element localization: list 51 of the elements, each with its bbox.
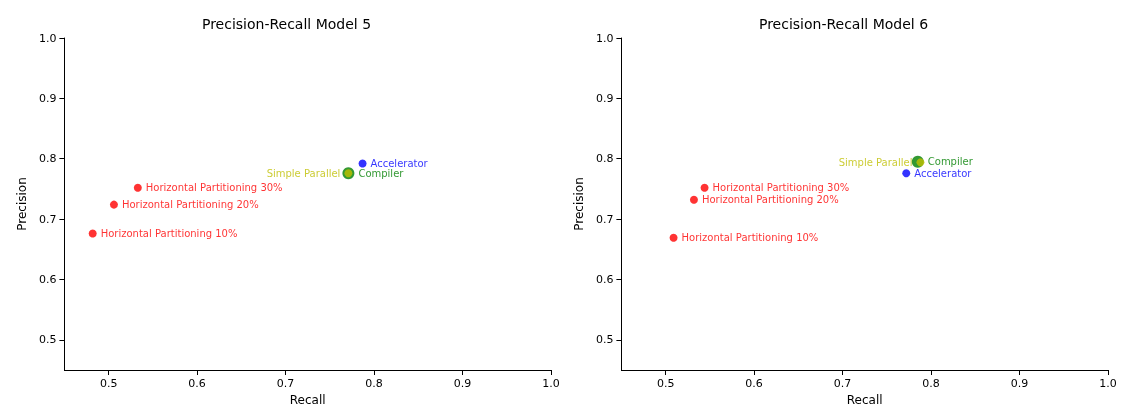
y-axis-title: Precision (15, 177, 29, 231)
x-axis-title: Recall (289, 393, 326, 407)
x-tick-label: 0.8 (365, 377, 383, 390)
point (133, 183, 142, 192)
chart-title: Precision-Recall Model 6 (758, 16, 929, 32)
y-tick-label: 0.8 (38, 152, 57, 166)
x-tick-label: 0.6 (745, 377, 763, 390)
y-tick-label: 0.6 (38, 272, 57, 286)
point (109, 200, 118, 209)
series-label: Compiler (927, 156, 974, 168)
x-tick-label: 0.9 (453, 377, 472, 390)
point (88, 229, 97, 238)
y-tick-label: 0.5 (595, 333, 614, 347)
y-axis-title: Precision (572, 177, 586, 231)
x-tick-label: 0.7 (276, 377, 295, 390)
y-tick-label: 1.0 (595, 31, 614, 45)
y-tick-label: 0.6 (595, 272, 614, 286)
y-tick-label: 0.7 (595, 212, 614, 226)
series-label: Compiler (358, 167, 405, 179)
x-tick-label: 0.5 (656, 377, 675, 390)
x-tick-label: 1.0 (1099, 377, 1117, 390)
y-tick-label: 0.9 (38, 91, 57, 105)
series-label: Horizontal Partitioning 20% (121, 199, 259, 211)
y-tick-label: 0.5 (38, 333, 57, 347)
x-axis-title: Recall (846, 393, 883, 407)
point (902, 169, 911, 178)
point (916, 158, 925, 167)
series-label: Accelerator (914, 167, 973, 179)
series-label: Simple Parallel (266, 167, 341, 179)
x-tick-label: 1.0 (542, 377, 560, 390)
x-tick-label: 0.7 (833, 377, 852, 390)
series-label: Horizontal Partitioning 20% (701, 194, 839, 206)
x-tick-label: 0.8 (922, 377, 940, 390)
y-tick-label: 0.8 (595, 152, 614, 166)
x-tick-label: 0.5 (99, 377, 118, 390)
series-label: Horizontal Partitioning 10% (681, 232, 819, 244)
series-label: Horizontal Partitioning 10% (100, 228, 238, 240)
series-label: Simple Parallel (838, 156, 913, 168)
series-label: Horizontal Partitioning 30% (712, 182, 850, 194)
point (689, 195, 698, 204)
chart-title: Precision-Recall Model 5 (201, 16, 372, 32)
point (700, 183, 709, 192)
x-tick-label: 0.6 (188, 377, 206, 390)
point (669, 233, 678, 242)
y-tick-label: 0.9 (595, 91, 614, 105)
y-tick-label: 1.0 (38, 31, 57, 45)
series-label: Accelerator (370, 158, 429, 170)
x-tick-label: 0.9 (1010, 377, 1029, 390)
y-tick-label: 0.7 (38, 212, 57, 226)
point (358, 159, 367, 168)
series-label: Horizontal Partitioning 30% (145, 182, 283, 194)
